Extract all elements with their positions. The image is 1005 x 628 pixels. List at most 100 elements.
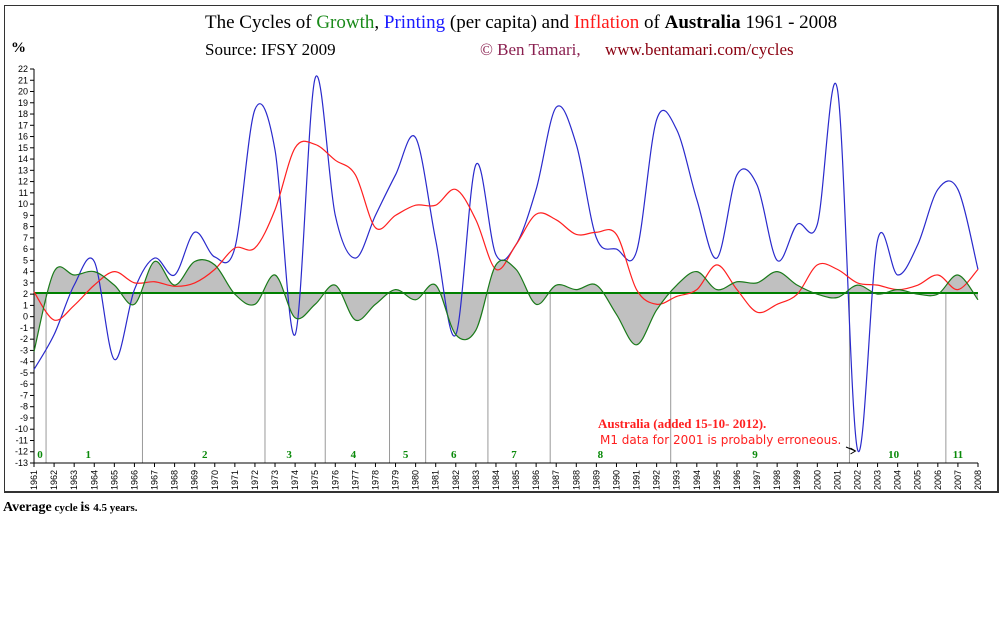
title-printing: Printing (383, 12, 446, 33)
x-tick-label: 1981 (431, 470, 441, 490)
y-tick-label: 5 (23, 255, 28, 265)
y-tick-label: 7 (23, 233, 28, 243)
title-text: (per capita) and (445, 12, 574, 33)
avg-value: 4.5 years. (93, 502, 138, 514)
avg-text: cycle (51, 502, 81, 514)
y-tick-label: 1 (23, 300, 28, 310)
x-tick-label: 1986 (531, 470, 541, 490)
y-tick-label: 22 (18, 64, 28, 74)
y-tick-label: 10 (18, 199, 28, 209)
y-unit-label: % (11, 40, 26, 56)
growth-area-fill (34, 259, 978, 352)
x-tick-label: 1984 (491, 470, 501, 490)
cycle-label: 4 (351, 449, 357, 461)
x-tick-label: 1987 (551, 470, 561, 490)
annotation-title: Australia (added 15-10- 2012). (598, 416, 766, 431)
x-tick-label: 1990 (611, 470, 621, 490)
x-tick-label: 1992 (652, 470, 662, 490)
title-text: , (374, 12, 384, 33)
y-tick-label: 17 (18, 120, 28, 130)
website-link[interactable]: www.bentamari.com/cycles (605, 40, 794, 59)
x-tick-label: 1983 (471, 470, 481, 490)
y-tick-label: 6 (23, 244, 28, 254)
chart-title: The Cycles of Growth, Printing (per capi… (205, 12, 837, 34)
y-tick-label: 21 (18, 75, 28, 85)
cycle-label: 2 (202, 449, 208, 461)
copyright-text: © Ben Tamari, (480, 40, 581, 59)
x-tick-label: 1971 (230, 470, 240, 490)
x-tick-label: 1973 (270, 470, 280, 490)
x-tick-label: 1964 (89, 470, 99, 490)
x-tick-label: 1977 (350, 470, 360, 490)
x-tick-label: 1993 (672, 470, 682, 490)
y-tick-label: -10 (15, 424, 28, 434)
avg-text: is (80, 500, 94, 515)
cycle-label: 7 (511, 449, 517, 461)
x-tick-label: 1994 (692, 470, 702, 490)
y-tick-label: 4 (23, 267, 28, 277)
y-tick-label: -12 (15, 447, 28, 457)
y-tick-label: 0 (23, 312, 28, 322)
source-text: Source: IFSY 2009 (205, 40, 336, 59)
x-tick-label: 2000 (812, 470, 822, 490)
cycle-label: 3 (286, 449, 292, 461)
title-growth: Growth (316, 12, 375, 33)
x-tick-label: 1969 (190, 470, 200, 490)
y-tick-label: 9 (23, 210, 28, 220)
y-tick-label: -2 (20, 334, 28, 344)
x-tick-label: 1991 (632, 470, 642, 490)
cycle-label: 5 (403, 449, 409, 461)
x-tick-label: 1996 (732, 470, 742, 490)
x-tick-label: 1962 (49, 470, 59, 490)
x-tick-label: 1997 (752, 470, 762, 490)
average-cycle-note: Average cycle is 4.5 years. (3, 500, 138, 516)
annotation-note: M1 data for 2001 is probably erroneous. (600, 433, 841, 447)
x-tick-label: 1961 (29, 470, 39, 490)
avg-text: Average (3, 500, 52, 515)
title-text: of (639, 12, 665, 33)
x-tick-label: 1972 (250, 470, 260, 490)
y-tick-label: 15 (18, 143, 28, 153)
x-tick-label: 1975 (310, 470, 320, 490)
y-tick-label: -3 (20, 345, 28, 355)
cycle-label: 6 (451, 449, 457, 461)
x-tick-label: 1976 (330, 470, 340, 490)
x-tick-label: 1988 (571, 470, 581, 490)
y-tick-label: 13 (18, 165, 28, 175)
x-tick-label: 2002 (852, 470, 862, 490)
cycle-label: 0 (37, 449, 43, 461)
title-text: The Cycles of (205, 12, 317, 33)
x-tick-label: 1965 (109, 470, 119, 490)
y-tick-label: 16 (18, 132, 28, 142)
series-line-inflation (33, 140, 979, 321)
title-country: Australia (664, 12, 741, 33)
cycle-label: 1 (85, 449, 91, 461)
title-years: 1961 - 2008 (740, 12, 838, 33)
x-tick-label: 1998 (772, 470, 782, 490)
y-tick-label: -4 (20, 357, 28, 367)
cycle-label: 11 (953, 449, 963, 461)
annotation-arrow-icon (845, 446, 857, 455)
y-tick-label: -7 (20, 390, 28, 400)
y-tick-label: -9 (20, 413, 28, 423)
x-tick-label: 2006 (933, 470, 943, 490)
y-tick-label: 2 (23, 289, 28, 299)
x-tick-label: 1989 (591, 470, 601, 490)
x-tick-label: 1985 (511, 470, 521, 490)
x-tick-label: 1982 (451, 470, 461, 490)
cycle-label: 8 (598, 449, 604, 461)
x-tick-label: 2008 (973, 470, 983, 490)
cycle-label: 10 (888, 449, 900, 461)
y-tick-label: -11 (16, 435, 28, 445)
y-tick-label: -5 (20, 368, 28, 378)
x-tick-label: 2003 (873, 470, 883, 490)
x-tick-label: 1979 (391, 470, 401, 490)
cycle-label: 9 (752, 449, 758, 461)
x-tick-label: 1963 (69, 470, 79, 490)
x-tick-label: 1966 (129, 470, 139, 490)
y-tick-label: 12 (18, 177, 28, 187)
y-tick-label: -13 (15, 458, 28, 468)
x-tick-label: 1974 (290, 470, 300, 490)
x-tick-label: 2005 (913, 470, 923, 490)
